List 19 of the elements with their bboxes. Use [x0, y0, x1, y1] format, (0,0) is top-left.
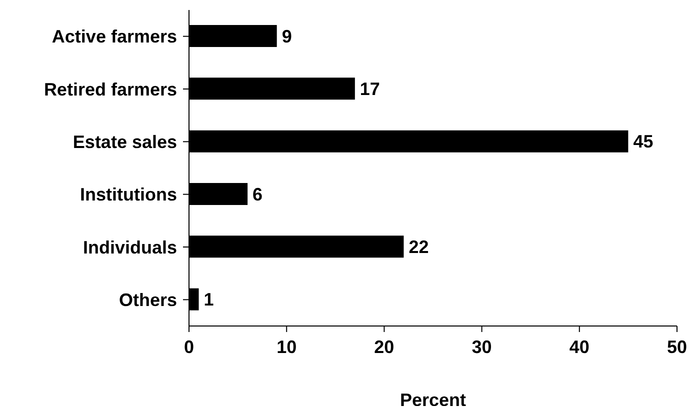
y-tick-label: Institutions	[80, 184, 177, 205]
y-tick-label: Others	[118, 290, 177, 310]
data-label: 9	[282, 26, 292, 46]
x-tick-label: 40	[569, 336, 590, 357]
y-tick-label: Retired farmers	[44, 79, 177, 100]
data-label: 17	[360, 79, 380, 100]
x-tick-label: 10	[276, 336, 297, 357]
x-axis-title: Percent	[400, 390, 466, 410]
data-label: 6	[252, 184, 263, 204]
x-tick-label: 50	[666, 336, 688, 357]
data-label: 1	[204, 290, 214, 310]
x-tick-label: 0	[184, 336, 194, 357]
data-label: 22	[408, 237, 429, 258]
data-label: 45	[633, 132, 654, 152]
x-tick-label: 20	[374, 336, 394, 357]
y-tick-label: Active farmers	[52, 26, 177, 47]
y-tick-label: Individuals	[82, 237, 177, 258]
x-tick-label: 30	[472, 336, 492, 357]
y-tick-label: Estate sales	[72, 132, 177, 152]
